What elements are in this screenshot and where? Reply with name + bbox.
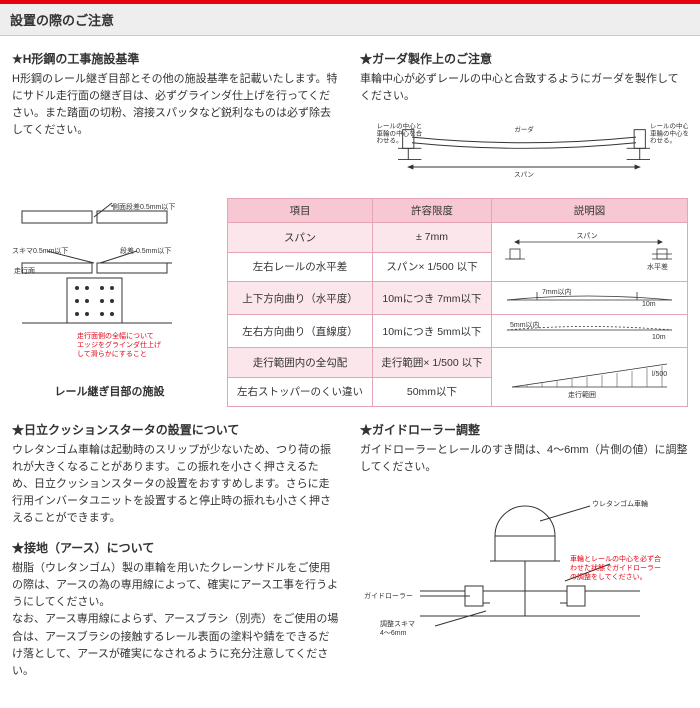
sec2-title: ★ガーダ製作上のご注意 — [360, 50, 688, 67]
cell-fig-span: スパン 水平差 — [492, 223, 688, 282]
sec-h-steel: ★H形鋼の工事施設基準 H形鋼のレール継ぎ目部とその他の施設基準を記載いたします… — [12, 50, 340, 184]
table-row: スパン ± 7mm スパン — [228, 223, 688, 253]
girder-diagram: ガーダ スパン レールの中心と車輪の中心を合わせる。 レールの中心と車輪の中心を… — [360, 111, 688, 181]
cell-fig-vbend: 7mm以内 10m — [492, 282, 688, 315]
cell-item: スパン — [228, 223, 373, 253]
sec1-title: ★H形鋼の工事施設基準 — [12, 50, 340, 67]
svg-text:10m: 10m — [652, 334, 666, 341]
th-fig: 説明図 — [492, 199, 688, 223]
sec3-title: ★日立クッションスタータの設置について — [12, 421, 340, 438]
svg-text:スパン: スパン — [576, 232, 597, 240]
guide-roller-diagram: ウレタンゴム車輪 ガイドローラー 調整スキマ4～6mm 車輪とレールの中心を必ず… — [360, 486, 680, 636]
cell-item: 左右レールの水平差 — [228, 252, 373, 282]
sec5-body: ガイドローラーとレールのすき間は、4～6mm（片側の値）に調整してください。 — [360, 442, 688, 476]
svg-text:水平差: 水平差 — [647, 262, 668, 271]
svg-text:スパン: スパン — [514, 170, 534, 178]
svg-text:スキマ0.5mm以下: スキマ0.5mm以下 — [12, 247, 68, 255]
svg-text:ウレタンゴム車輪: ウレタンゴム車輪 — [592, 499, 648, 508]
cell-fig-slope: l/500 走行範囲 — [492, 348, 688, 407]
sec2-body: 車輪中心が必ずレールの中心と合致するようにガーダを製作してください。 — [360, 71, 688, 105]
cell-item: 上下方向曲り（水平度） — [228, 282, 373, 315]
rail-caption: レール継ぎ目部の施設 — [12, 383, 207, 399]
cell-item: 走行範囲内の全勾配 — [228, 348, 373, 378]
svg-text:調整スキマ4～6mm: 調整スキマ4～6mm — [380, 619, 415, 636]
sec-girder: ★ガーダ製作上のご注意 車輪中心が必ずレールの中心と合致するようにガーダを製作し… — [360, 50, 688, 184]
row-3: ★日立クッションスタータの設置について ウレタンゴム車輪は起動時のスリップが少な… — [12, 421, 688, 680]
svg-text:段差 0.5mm以下: 段差 0.5mm以下 — [120, 246, 171, 255]
cell-limit: 10mにつき 7mm以下 — [372, 282, 491, 315]
sec5-title: ★ガイドローラー調整 — [360, 421, 688, 438]
cell-limit: 50mm以下 — [372, 377, 491, 407]
table-row: 左右方向曲り（直線度） 10mにつき 5mm以下 5mm以内 10m — [228, 315, 688, 348]
right-col-bottom: ★ガイドローラー調整 ガイドローラーとレールのすき間は、4～6mm（片側の値）に… — [360, 421, 688, 639]
svg-text:レールの中心と車輪の中心を合わせる。: レールの中心と車輪の中心を合わせる。 — [377, 121, 423, 145]
cell-item: 左右方向曲り（直線度） — [228, 315, 373, 348]
cell-limit: ± 7mm — [372, 223, 491, 253]
th-limit: 許容限度 — [372, 199, 491, 223]
table-row: 走行範囲内の全勾配 走行範囲× 1/500 以下 — [228, 348, 688, 378]
svg-text:10m: 10m — [642, 301, 656, 308]
sec4-title: ★接地（アース）について — [12, 539, 340, 556]
svg-text:走行範囲: 走行範囲 — [568, 390, 596, 399]
svg-text:側面段差0.5mm以下: 側面段差0.5mm以下 — [112, 202, 175, 211]
svg-text:ガーダ: ガーダ — [514, 125, 534, 134]
rail-diagram-wrap: 側面段差0.5mm以下 スキマ0.5mm以下 段差 0.5mm以下 走行面 走行… — [12, 198, 207, 399]
svg-text:5mm以内: 5mm以内 — [510, 320, 540, 329]
sec1-body: H形鋼のレール継ぎ目部とその他の施設基準を記載いたします。特にサドル走行面の継ぎ… — [12, 71, 340, 139]
svg-text:走行面: 走行面 — [14, 266, 35, 275]
rail-joint-diagram: 側面段差0.5mm以下 スキマ0.5mm以下 段差 0.5mm以下 走行面 走行… — [12, 198, 202, 378]
table-head-row: 項目 許容限度 説明図 — [228, 199, 688, 223]
svg-text:l/500: l/500 — [652, 371, 667, 378]
cell-limit: 走行範囲× 1/500 以下 — [372, 348, 491, 378]
cell-limit: 10mにつき 5mm以下 — [372, 315, 491, 348]
sec4-body: 樹脂（ウレタンゴム）製の車輪を用いたクレーンサドルをご使用の際は、アースの為の専… — [12, 560, 340, 679]
svg-text:ガイドローラー: ガイドローラー — [364, 591, 413, 600]
content: ★H形鋼の工事施設基準 H形鋼のレール継ぎ目部とその他の施設基準を記載いたします… — [0, 36, 700, 708]
svg-text:7mm以内: 7mm以内 — [542, 287, 572, 296]
th-item: 項目 — [228, 199, 373, 223]
cell-fig-hbend: 5mm以内 10m — [492, 315, 688, 348]
left-col-bottom: ★日立クッションスタータの設置について ウレタンゴム車輪は起動時のスリップが少な… — [12, 421, 340, 680]
row-2: 側面段差0.5mm以下 スキマ0.5mm以下 段差 0.5mm以下 走行面 走行… — [12, 198, 688, 407]
svg-text:車輪とレールの中心を必ず合わせた状態でガイドローラーの調整を: 車輪とレールの中心を必ず合わせた状態でガイドローラーの調整をしてください。 — [570, 554, 661, 581]
page-title: 設置の際のご注意 — [10, 13, 114, 28]
sec3-body: ウレタンゴム車輪は起動時のスリップが少ないため、つり荷の振れが大きくなることがあ… — [12, 442, 340, 527]
svg-text:レールの中心と車輪の中心を合わせる。: レールの中心と車輪の中心を合わせる。 — [650, 121, 688, 145]
table-row: 上下方向曲り（水平度） 10mにつき 7mm以下 7mm以内 10m — [228, 282, 688, 315]
page-header: 設置の際のご注意 — [0, 4, 700, 36]
spec-table: 項目 許容限度 説明図 スパン ± 7mm — [227, 198, 688, 407]
spec-table-wrap: 項目 許容限度 説明図 スパン ± 7mm — [227, 198, 688, 407]
svg-text:走行面側の全幅についてエッジをグラインダ仕上げして滑らかにす: 走行面側の全幅についてエッジをグラインダ仕上げして滑らかにすること — [77, 331, 161, 358]
cell-limit: スパン× 1/500 以下 — [372, 252, 491, 282]
row-1: ★H形鋼の工事施設基準 H形鋼のレール継ぎ目部とその他の施設基準を記載いたします… — [12, 50, 688, 184]
cell-item: 左右ストッパーのくい違い — [228, 377, 373, 407]
